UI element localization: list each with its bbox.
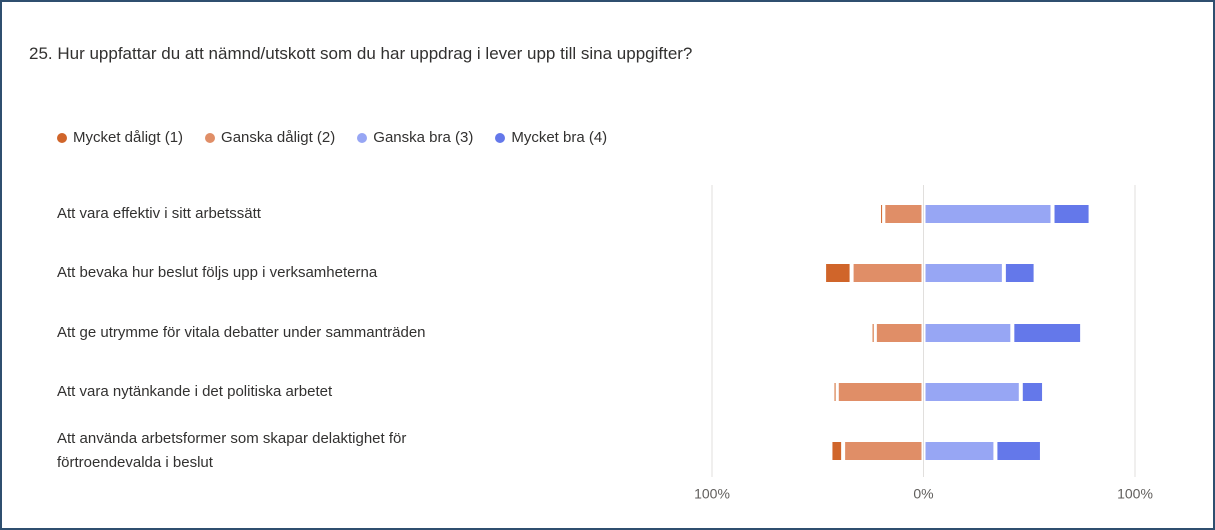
row-label: Att använda arbetsformer som skapar dela… [57,430,407,471]
legend-item: Mycket bra (4) [495,129,607,146]
bar-segment [872,324,874,342]
row-label: Att vara nytänkande i det politiska arbe… [57,383,333,400]
bar-segment [1022,383,1043,401]
row-label: Att ge utrymme för vitala debatter under… [57,324,426,341]
row-label: Att bevaka hur beslut följs upp i verksa… [57,264,378,281]
legend-label: Mycket dåligt (1) [73,129,184,146]
bar-segment [834,383,836,401]
bar-segment [925,324,1011,342]
bar-segment [876,324,922,342]
legend-marker [205,132,216,143]
bar-segment [838,383,922,401]
legend-label: Mycket bra (4) [511,129,608,146]
row-label: Att vara effektiv i sitt arbetssätt [57,205,261,222]
legend-marker [357,132,368,143]
bar-segment [832,442,842,460]
bar-segment [845,442,922,460]
chart-title: 25. Hur uppfattar du att nämnd/utskott s… [29,44,693,63]
bar-segment [885,205,922,223]
bar-segment [1005,264,1034,282]
legend-item: Mycket dåligt (1) [57,129,183,146]
bar-segment [853,264,922,282]
bar-segment [925,442,994,460]
bar-segment [925,205,1051,223]
bar-segment [997,442,1040,460]
bar-segment [881,205,883,223]
legend-item: Ganska dåligt (2) [205,129,335,146]
x-tick-label: 100% [694,486,730,502]
x-tick-label: 0% [913,486,933,502]
bar-segment [925,383,1019,401]
x-tick-label: 100% [1117,486,1153,502]
bar-segment [1014,324,1081,342]
legend: Mycket dåligt (1) Ganska dåligt (2) Ganska… [57,129,607,146]
legend-marker [495,132,506,143]
legend-label: Ganska dåligt (2) [221,129,336,146]
bar-segment [1054,205,1089,223]
legend-label: Ganska bra (3) [373,129,474,146]
bar-segment [826,264,850,282]
legend-marker [57,132,67,143]
legend-item: Ganska bra (3) [357,129,473,146]
bar-segment [925,264,1002,282]
